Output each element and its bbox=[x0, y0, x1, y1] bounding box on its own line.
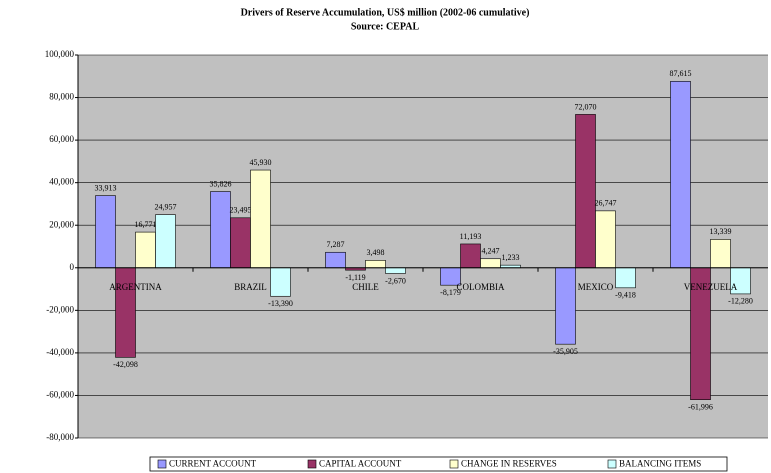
bar bbox=[385, 267, 406, 274]
data-label: 7,287 bbox=[327, 240, 345, 249]
legend-swatch bbox=[307, 459, 317, 469]
plot-area bbox=[78, 55, 768, 438]
data-label: 72,070 bbox=[575, 102, 597, 111]
legend-label: CURRENT ACCOUNT bbox=[169, 459, 257, 469]
bar bbox=[230, 217, 251, 269]
legend-swatch bbox=[157, 459, 167, 469]
y-tick-label: 20,000 bbox=[49, 219, 74, 229]
bar bbox=[210, 191, 231, 269]
bar bbox=[325, 251, 346, 269]
data-label: 16,771 bbox=[135, 220, 157, 229]
data-label: 45,930 bbox=[250, 158, 272, 167]
data-label: 26,747 bbox=[595, 199, 617, 208]
x-tick-label: VENEZUELA bbox=[684, 282, 738, 292]
y-tick-label: 60,000 bbox=[49, 134, 74, 144]
y-tick-label: -60,000 bbox=[46, 390, 74, 400]
data-label: -1,119 bbox=[345, 273, 365, 282]
y-tick-label: 80,000 bbox=[49, 92, 74, 102]
data-label: 4,247 bbox=[482, 247, 500, 256]
data-label: -2,670 bbox=[385, 276, 406, 285]
data-label: 3,498 bbox=[367, 248, 385, 257]
legend-swatch bbox=[449, 459, 459, 469]
data-label: 23,495 bbox=[230, 206, 252, 215]
chart-title: Drivers of Reserve Accumulation, US$ mil… bbox=[241, 7, 530, 18]
data-label: -61,996 bbox=[688, 403, 713, 412]
bar bbox=[615, 267, 636, 289]
data-label: -42,098 bbox=[113, 360, 138, 369]
y-tick-label: -80,000 bbox=[46, 432, 74, 442]
data-label: 33,913 bbox=[95, 183, 117, 192]
bar bbox=[460, 243, 481, 269]
legend-box bbox=[149, 456, 728, 472]
bar bbox=[595, 210, 616, 269]
bar bbox=[270, 267, 291, 297]
x-tick-label: MEXICO bbox=[578, 282, 614, 292]
bar bbox=[155, 214, 176, 269]
bar bbox=[135, 231, 156, 269]
data-label: 11,193 bbox=[460, 232, 482, 241]
bar bbox=[555, 267, 576, 345]
data-label: 1,233 bbox=[502, 253, 520, 262]
y-tick-label: 100,000 bbox=[45, 49, 75, 59]
x-tick-label: BRAZIL bbox=[234, 282, 267, 292]
bar bbox=[710, 239, 731, 269]
data-label: 87,615 bbox=[670, 69, 692, 78]
data-label: -12,280 bbox=[728, 297, 753, 306]
data-label: 24,957 bbox=[155, 203, 177, 212]
bar bbox=[575, 114, 596, 269]
bar bbox=[365, 260, 386, 269]
bar bbox=[480, 258, 501, 269]
y-tick-label: 0 bbox=[70, 262, 75, 272]
bar bbox=[250, 169, 271, 269]
data-label: -9,418 bbox=[615, 291, 636, 300]
chart-subtitle: Source: CEPAL bbox=[351, 21, 420, 32]
legend-label: CHANGE IN RESERVES bbox=[461, 459, 557, 469]
y-tick-label: -40,000 bbox=[46, 347, 74, 357]
x-tick-label: CHILE bbox=[352, 282, 379, 292]
data-label: 35,826 bbox=[210, 179, 232, 188]
legend-label: BALANCING ITEMS bbox=[619, 459, 701, 469]
data-label: -8,179 bbox=[440, 288, 461, 297]
data-label: -13,390 bbox=[268, 299, 293, 308]
x-tick-label: COLOMBIA bbox=[456, 282, 505, 292]
legend-label: CAPITAL ACCOUNT bbox=[319, 459, 402, 469]
y-tick-label: -20,000 bbox=[46, 304, 74, 314]
bar bbox=[95, 195, 116, 269]
bar bbox=[670, 81, 691, 269]
x-tick-label: ARGENTINA bbox=[109, 282, 162, 292]
data-label: -35,905 bbox=[553, 347, 578, 356]
y-tick-label: 40,000 bbox=[49, 177, 74, 187]
data-label: 13,339 bbox=[710, 227, 732, 236]
legend-swatch bbox=[607, 459, 617, 469]
